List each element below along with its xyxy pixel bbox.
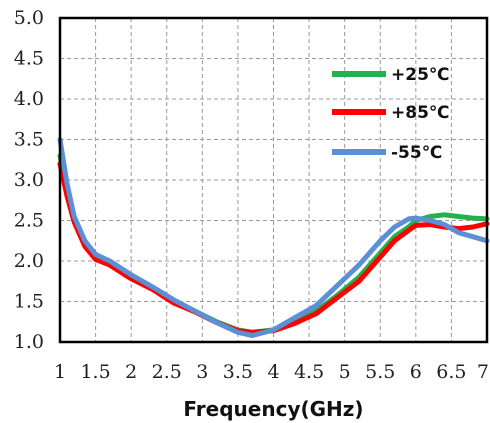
x-axis-ticks: 1 1.5 2 2.5 3 3.5 4 4.5 5 5.5 6 6.5 7	[54, 361, 489, 383]
y-tick-label: 3.0	[14, 169, 44, 191]
x-tick-label: 4.5	[294, 361, 324, 383]
y-tick-label: 3.5	[14, 129, 44, 151]
x-tick-label: 1	[54, 361, 66, 383]
legend-label-1: +85℃	[391, 103, 450, 123]
plot-frame	[58, 16, 489, 344]
series-lines	[57, 137, 490, 338]
y-tick-label: 2.5	[14, 210, 44, 232]
x-tick-label: 1.5	[80, 361, 110, 383]
series-line-2	[57, 137, 490, 338]
x-tick-label: 5.5	[365, 361, 395, 383]
y-tick-label: 5.0	[14, 7, 44, 29]
x-tick-label: 2.5	[152, 361, 182, 383]
y-tick-label: 4.0	[14, 88, 44, 110]
y-tick-label: 1.5	[14, 291, 44, 313]
x-tick-label: 2	[125, 361, 137, 383]
legend-label-2: -55℃	[391, 143, 442, 163]
x-tick-label: 5	[339, 361, 351, 383]
x-tick-label: 3	[196, 361, 208, 383]
y-tick-label: 4.5	[14, 48, 44, 70]
x-tick-label: 6	[410, 361, 422, 383]
y-axis-ticks: 1.0 1.5 2.0 2.5 3.0 3.5 4.0 4.5 5.0	[14, 7, 44, 353]
grid	[59, 17, 488, 343]
x-tick-label: 6.5	[436, 361, 466, 383]
x-tick-label: 4	[267, 361, 279, 383]
x-axis-label: Frequency(GHz)	[183, 397, 363, 421]
x-tick-label: 7	[477, 361, 489, 383]
legend: +25℃ +85℃ -55℃	[332, 65, 450, 163]
y-tick-label: 2.0	[14, 250, 44, 272]
x-tick-label: 3.5	[223, 361, 253, 383]
legend-label-0: +25℃	[391, 65, 450, 85]
y-tick-label: 1.0	[14, 331, 44, 353]
